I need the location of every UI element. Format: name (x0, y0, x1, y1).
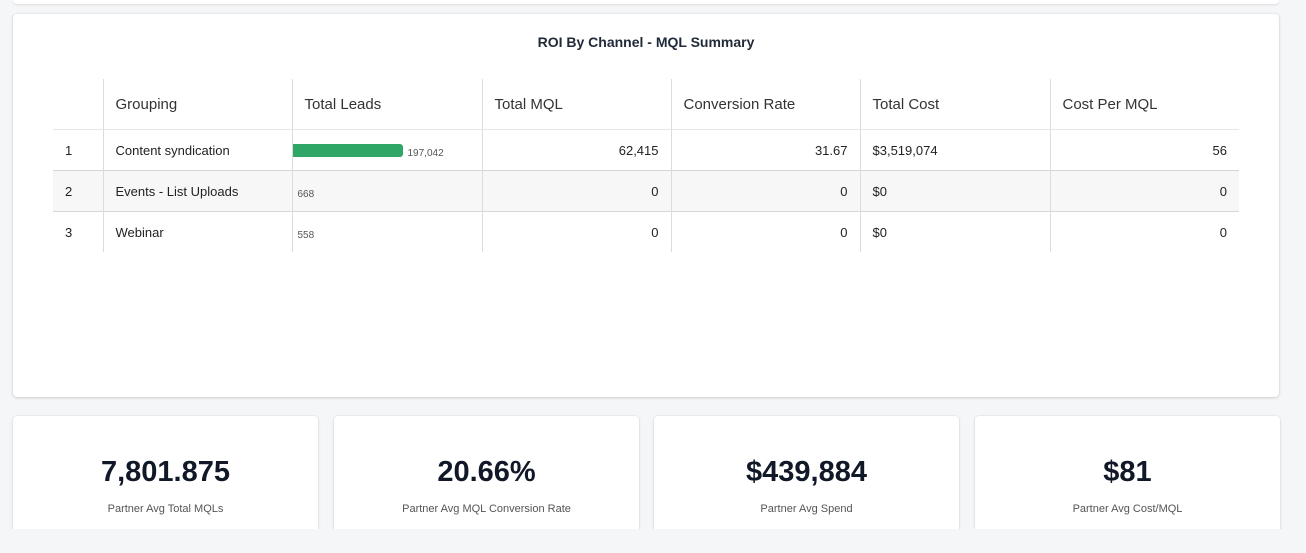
table-row[interactable]: 2 Events - List Uploads 668 0 0 $0 0 (53, 170, 1239, 212)
conversion-rate-cell: 0 (670, 170, 860, 212)
total-leads-label: 668 (297, 189, 315, 200)
total-cost-cell: $0 (859, 170, 1050, 212)
kpi-label: Partner Avg Cost/MQL (1072, 503, 1183, 515)
column-header-cost-per-mql[interactable]: Cost Per MQL (1049, 79, 1239, 130)
column-header-total-mql[interactable]: Total MQL (481, 79, 671, 130)
page-footer-strip (0, 529, 1306, 553)
kpi-label: Partner Avg MQL Conversion Rate (402, 503, 571, 515)
total-leads-bar-wrap: 197,042 (292, 130, 482, 170)
column-header-index[interactable] (53, 79, 103, 130)
total-leads-bar-wrap: 668 (293, 171, 482, 211)
total-leads-bar (292, 144, 403, 157)
total-mql-cell: 62,415 (481, 129, 671, 171)
previous-card-edge (13, 0, 1279, 4)
row-index: 2 (65, 183, 73, 199)
kpi-value: 7,801.875 (100, 456, 230, 488)
table-row[interactable]: 1 Content syndication 197,042 62,415 31.… (53, 129, 1239, 171)
kpi-card-avg-spend: $439,884 Partner Avg Spend (654, 416, 959, 536)
roi-report-card: ROI By Channel - MQL Summary Grouping To… (13, 14, 1279, 397)
kpi-card-avg-cost-per-mql: $81 Partner Avg Cost/MQL (975, 416, 1280, 536)
total-leads-cell: 197,042 (291, 129, 482, 171)
column-header-total-cost[interactable]: Total Cost (859, 79, 1050, 130)
column-header-conversion-rate[interactable]: Conversion Rate (670, 79, 860, 130)
kpi-value: $81 (1103, 456, 1152, 488)
total-leads-label: 197,042 (407, 148, 444, 159)
grouping-cell: Content syndication (102, 129, 292, 171)
column-header-grouping[interactable]: Grouping (102, 79, 292, 130)
cost-per-mql-cell: 0 (1049, 170, 1239, 212)
total-mql-cell: 0 (481, 170, 671, 212)
roi-table: Grouping Total Leads Total MQL Conversio… (53, 79, 1239, 252)
total-leads-label: 558 (297, 230, 315, 241)
kpi-card-avg-total-mqls: 7,801.875 Partner Avg Total MQLs (13, 416, 318, 536)
row-index: 1 (65, 142, 73, 158)
grouping-cell: Events - List Uploads (102, 170, 292, 212)
total-leads-bar-wrap: 558 (293, 212, 482, 252)
report-title: ROI By Channel - MQL Summary (537, 34, 755, 50)
row-index: 3 (65, 224, 73, 240)
total-mql-cell: 0 (481, 211, 671, 252)
grouping-cell: Webinar (102, 211, 292, 252)
cost-per-mql-cell: 0 (1049, 211, 1239, 252)
kpi-value: 20.66% (437, 456, 536, 488)
total-leads-cell: 558 (291, 211, 482, 252)
kpi-label: Partner Avg Spend (760, 503, 853, 515)
column-header-total-leads[interactable]: Total Leads (291, 79, 482, 130)
total-cost-cell: $3,519,074 (859, 129, 1050, 171)
total-cost-cell: $0 (859, 211, 1050, 252)
kpi-value: $439,884 (746, 456, 867, 488)
cost-per-mql-cell: 56 (1049, 129, 1239, 171)
kpi-card-avg-mql-conversion-rate: 20.66% Partner Avg MQL Conversion Rate (334, 416, 639, 536)
conversion-rate-cell: 0 (670, 211, 860, 252)
conversion-rate-cell: 31.67 (670, 129, 860, 171)
table-row[interactable]: 3 Webinar 558 0 0 $0 0 (53, 211, 1239, 252)
total-leads-cell: 668 (291, 170, 482, 212)
kpi-label: Partner Avg Total MQLs (107, 503, 224, 515)
table-header-row: Grouping Total Leads Total MQL Conversio… (53, 79, 1239, 130)
